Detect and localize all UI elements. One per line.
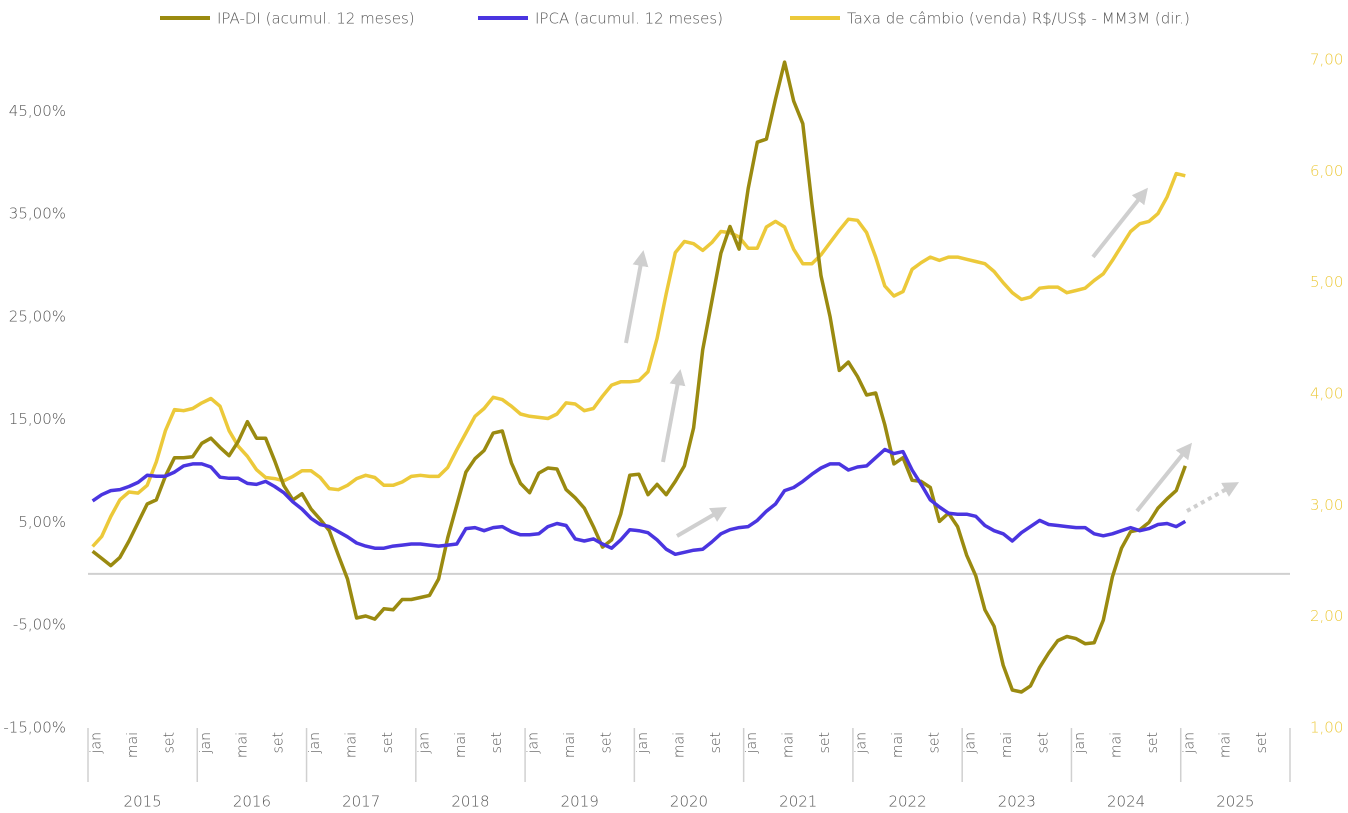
- trend-arrows: [624, 187, 1239, 538]
- year-label: 2016: [233, 793, 271, 811]
- y2-tick-label: 6,00: [1310, 162, 1343, 180]
- x-tick-label: mai: [562, 732, 578, 758]
- x-tick-label: set: [817, 732, 833, 753]
- y2-tick-label: 3,00: [1310, 496, 1343, 514]
- series-line: [91, 447, 1187, 557]
- x-tick-label: jan: [635, 732, 651, 754]
- legend-label: IPA-DI (acumul. 12 meses): [217, 10, 415, 28]
- y2-tick-label: 7,00: [1310, 51, 1343, 69]
- arrow: [675, 506, 727, 538]
- y-tick-label: 15,00%: [9, 410, 66, 428]
- x-tick-label: mai: [999, 732, 1015, 758]
- arrow: [1186, 482, 1239, 513]
- y2-tick-label: 5,00: [1310, 273, 1343, 291]
- x-tick-label: mai: [125, 732, 141, 758]
- y-tick-label: 25,00%: [9, 307, 66, 325]
- series-line: [91, 60, 1187, 694]
- x-tick-label: mai: [1108, 732, 1124, 758]
- arrow: [1091, 187, 1148, 259]
- year-label: 2021: [779, 793, 817, 811]
- year-label: 2015: [124, 793, 162, 811]
- year-label: 2024: [1107, 793, 1145, 811]
- legend-label: IPCA (acumul. 12 meses): [535, 10, 723, 28]
- x-tick-label: set: [598, 732, 614, 753]
- x-tick-label: set: [161, 732, 177, 753]
- x-tick-label: jan: [416, 732, 432, 754]
- year-label: 2018: [451, 793, 489, 811]
- x-tick-label: jan: [744, 732, 760, 754]
- y-tick-label: -15,00%: [3, 719, 66, 737]
- x-tick-label: jan: [89, 732, 105, 754]
- x-tick-label: mai: [234, 732, 250, 758]
- x-tick-label: mai: [1218, 732, 1234, 758]
- y2-tick-label: 4,00: [1310, 385, 1343, 403]
- y-tick-label: 45,00%: [9, 102, 66, 120]
- y-tick-label: 5,00%: [18, 513, 66, 531]
- year-label: 2025: [1216, 793, 1254, 811]
- arrow: [1135, 442, 1193, 513]
- x-tick-label: jan: [963, 732, 979, 754]
- y-tick-label: 35,00%: [9, 205, 66, 223]
- x-tick-label: set: [708, 732, 724, 753]
- y2-tick-label: 2,00: [1310, 607, 1343, 625]
- x-tick-label: set: [380, 732, 396, 753]
- x-tick-label: mai: [890, 732, 906, 758]
- year-label: 2022: [888, 793, 926, 811]
- x-tick-label: set: [926, 732, 942, 753]
- x-tick-label: jan: [307, 732, 323, 754]
- x-tick-label: mai: [781, 732, 797, 758]
- year-label: 2017: [342, 793, 380, 811]
- x-tick-label: mai: [453, 732, 469, 758]
- x-tick-label: set: [1036, 732, 1052, 753]
- arrow: [624, 250, 649, 344]
- year-label: 2023: [998, 793, 1036, 811]
- arrow: [661, 369, 686, 463]
- year-label: 2020: [670, 793, 708, 811]
- x-tick-label: set: [489, 732, 505, 753]
- x-tick-label: jan: [198, 732, 214, 754]
- x-tick-label: jan: [1181, 732, 1197, 754]
- x-tick-label: mai: [671, 732, 687, 758]
- legend-label: Taxa de câmbio (venda) R$/US$ - MM3M (di…: [847, 10, 1190, 28]
- y-tick-label: -5,00%: [13, 616, 66, 634]
- x-tick-label: set: [271, 732, 287, 753]
- x-tick-label: mai: [344, 732, 360, 758]
- x-tick-label: set: [1254, 732, 1270, 753]
- series-line: [91, 171, 1186, 548]
- x-tick-label: jan: [853, 732, 869, 754]
- x-tick-label: jan: [526, 732, 542, 754]
- y2-tick-label: 1,00: [1310, 719, 1343, 737]
- year-label: 2019: [561, 793, 599, 811]
- x-tick-label: set: [1145, 732, 1161, 753]
- x-tick-label: jan: [1072, 732, 1088, 754]
